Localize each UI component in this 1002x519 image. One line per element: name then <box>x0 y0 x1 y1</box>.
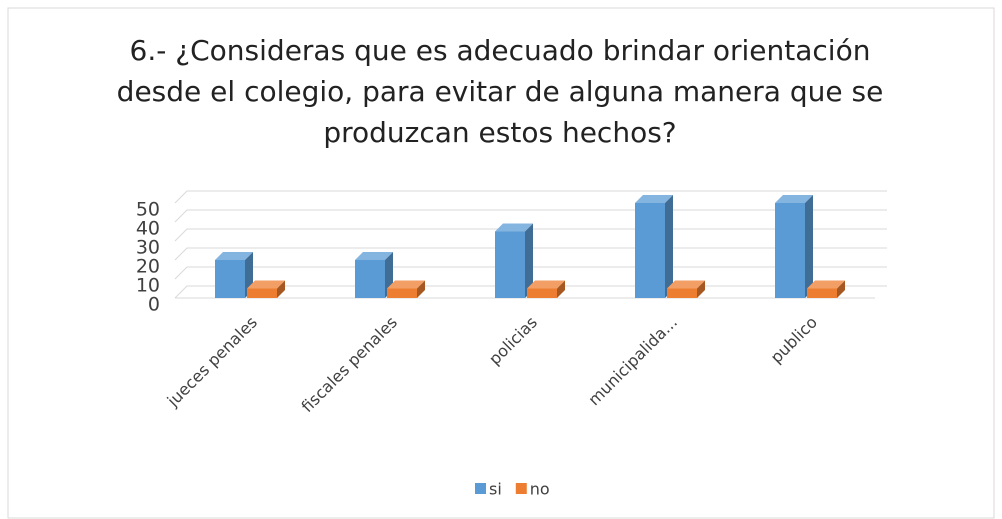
chart-title: produzcan estos hechos? <box>323 116 676 149</box>
bar <box>215 252 253 298</box>
legend-swatch <box>475 483 486 494</box>
bar-face <box>355 260 385 298</box>
bar-face <box>667 288 697 298</box>
bar-face <box>215 260 245 298</box>
bar-face <box>837 280 845 298</box>
bar <box>247 280 285 298</box>
bar <box>775 195 813 298</box>
bar-face <box>525 223 533 298</box>
bar-face <box>807 288 837 298</box>
grid-line <box>174 190 887 204</box>
bar-face <box>417 280 425 298</box>
bar-face <box>387 280 425 289</box>
y-tick-label: 50 <box>136 199 160 221</box>
bar <box>387 280 425 298</box>
bar-face <box>527 288 557 298</box>
bar-face <box>495 223 533 232</box>
bar <box>635 195 673 298</box>
bar <box>667 280 705 298</box>
bar-face <box>247 280 285 289</box>
y-tick-label: 30 <box>136 237 160 259</box>
legend-label: si <box>489 480 502 499</box>
legend-label: no <box>530 480 550 499</box>
bar-face <box>557 280 565 298</box>
bar <box>527 280 565 298</box>
chart-title: 6.- ¿Consideras que es adecuado brindar … <box>130 34 871 67</box>
y-tick-label: 40 <box>136 218 160 240</box>
bar <box>807 280 845 298</box>
bar <box>495 223 533 298</box>
bar-face <box>387 288 417 298</box>
bar-face <box>635 195 673 203</box>
bar-face <box>697 280 705 298</box>
bar-face <box>667 280 705 289</box>
bar-face <box>775 203 805 298</box>
bar-face <box>635 203 665 298</box>
bar-face <box>277 280 285 298</box>
bar-face <box>775 195 813 203</box>
bar-face <box>665 195 673 298</box>
legend-swatch <box>515 483 527 494</box>
bar-face <box>215 252 253 260</box>
y-tick-label: 0 <box>148 294 160 316</box>
y-tick-label: 20 <box>136 256 160 278</box>
y-tick-label: 10 <box>136 275 160 297</box>
bar-face <box>807 280 845 289</box>
bar-face <box>495 231 525 298</box>
chart-title: desde el colegio, para evitar de alguna … <box>117 75 884 108</box>
bar-face <box>527 280 565 289</box>
bar-face <box>247 288 277 298</box>
bar-face <box>805 195 813 298</box>
bar-face <box>355 252 393 260</box>
